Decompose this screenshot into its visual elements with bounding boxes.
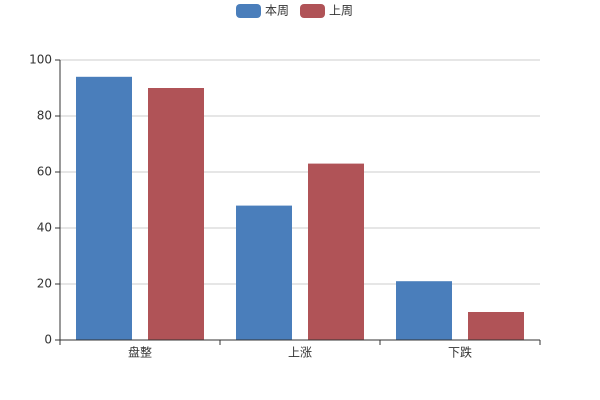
legend-swatch[interactable] (236, 4, 261, 18)
y-tick-label: 100 (29, 53, 52, 67)
bar (468, 312, 524, 340)
bar (308, 163, 364, 340)
legend-label: 本周 (265, 4, 289, 18)
y-tick-label: 20 (37, 277, 52, 291)
bar (396, 281, 452, 340)
y-tick-label: 60 (37, 165, 52, 179)
x-tick-label: 下跌 (448, 345, 472, 360)
x-tick-label: 盘整 (128, 345, 152, 360)
legend-label: 上周 (329, 4, 353, 18)
x-tick-label: 上涨 (288, 345, 312, 360)
y-tick-label: 80 (37, 109, 52, 123)
bar (236, 205, 292, 340)
bar (148, 88, 204, 340)
y-tick-label: 40 (37, 221, 52, 235)
legend-swatch[interactable] (300, 4, 325, 18)
y-tick-label: 0 (44, 333, 52, 347)
bar (76, 76, 132, 341)
